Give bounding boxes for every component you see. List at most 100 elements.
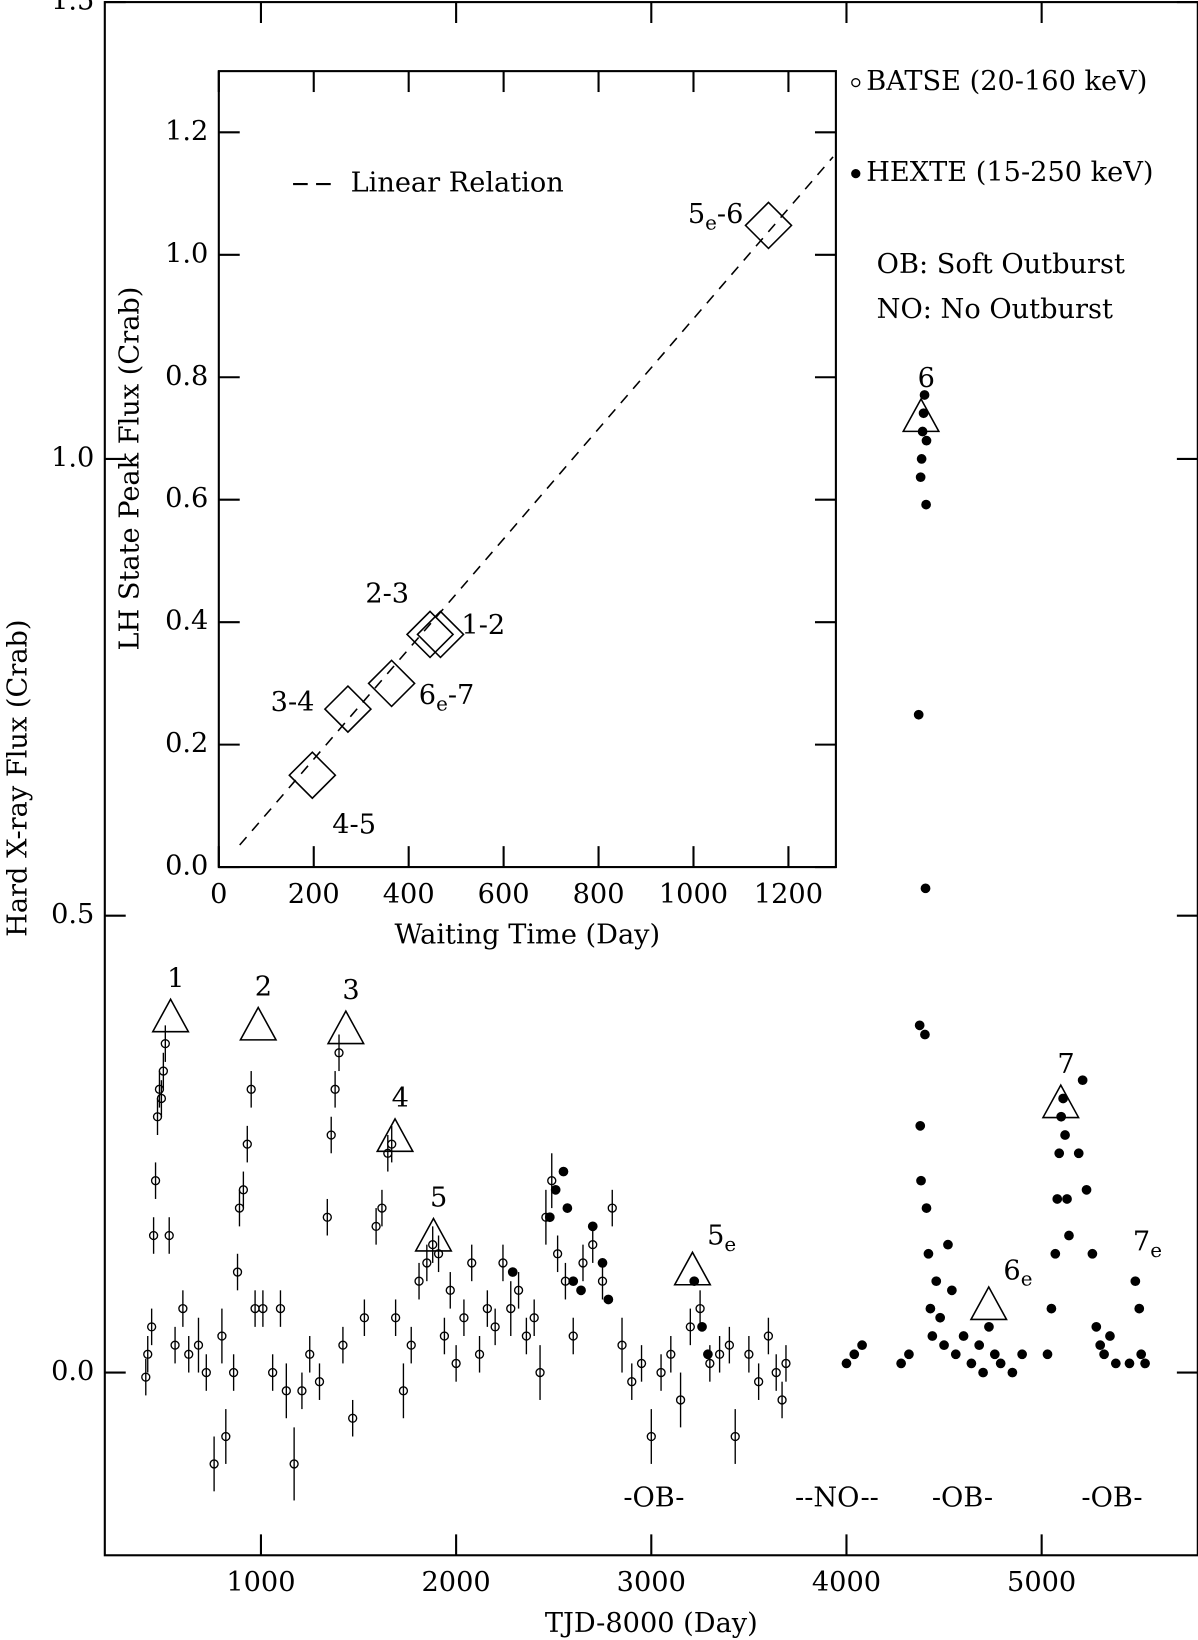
hexte-point xyxy=(1017,1349,1027,1360)
y-tick-label: 0.4 xyxy=(165,606,208,637)
hexte-point xyxy=(1042,1349,1053,1360)
hexte-point xyxy=(558,1166,569,1177)
y-axis-label: LH State Peak Flux (Crab) xyxy=(114,287,145,651)
batse-point xyxy=(445,1285,455,1295)
hexte-point xyxy=(958,1331,969,1341)
batse-point xyxy=(568,1331,578,1341)
batse-point xyxy=(305,1349,315,1359)
batse-point xyxy=(753,1377,764,1387)
batse-point xyxy=(597,1276,608,1286)
batse-point xyxy=(246,1084,256,1094)
hexte-point xyxy=(943,1239,953,1250)
hexte-point xyxy=(603,1294,614,1305)
label-after: -6 xyxy=(717,198,743,229)
hexte-point xyxy=(966,1358,977,1369)
y-tick-label: 1.0 xyxy=(165,238,208,269)
hexte-point xyxy=(921,1203,932,1213)
hexte-point xyxy=(849,1349,860,1360)
hexte-point xyxy=(916,454,927,464)
annotation: OB: Soft Outburst xyxy=(877,249,1125,280)
hexte-point xyxy=(1056,1111,1067,1122)
label-main: 4-5 xyxy=(332,809,376,840)
hexte-point xyxy=(576,1285,586,1296)
hexte-point xyxy=(857,1340,867,1351)
batse-point xyxy=(656,1367,666,1378)
label-after: -7 xyxy=(448,679,474,710)
batse-point xyxy=(617,1340,627,1350)
batse-point xyxy=(150,1176,161,1186)
batse-point xyxy=(781,1358,791,1369)
inset-point xyxy=(416,610,465,659)
point-label: 6e-7 xyxy=(419,679,475,714)
batse-point xyxy=(217,1331,227,1341)
batse-point xyxy=(771,1367,781,1378)
x-tick-label: 2000 xyxy=(422,1567,491,1598)
segment-label: -OB- xyxy=(623,1482,684,1513)
hexte-point xyxy=(1007,1367,1018,1378)
peak-marker xyxy=(151,997,190,1033)
hexte-point xyxy=(1054,1148,1065,1159)
y-tick-label: 0.5 xyxy=(51,899,94,930)
batse-point xyxy=(535,1367,545,1378)
hexte-point xyxy=(1052,1194,1063,1204)
hexte-point xyxy=(1124,1358,1135,1369)
y-tick-label: 0.2 xyxy=(165,728,208,759)
hexte-point xyxy=(1062,1194,1072,1204)
hexte-point xyxy=(1064,1230,1074,1241)
point-label: 4-5 xyxy=(332,809,376,840)
segment-label: -OB- xyxy=(1081,1482,1142,1513)
batse-point xyxy=(414,1276,424,1286)
batse-point xyxy=(636,1358,647,1369)
hexte-point xyxy=(935,1312,946,1323)
peak-marker xyxy=(375,1117,415,1153)
batse-point xyxy=(141,1372,151,1382)
batse-point xyxy=(646,1431,656,1442)
peak-marker xyxy=(326,1009,365,1045)
hexte-point xyxy=(1073,1148,1084,1159)
hexte-point xyxy=(995,1358,1006,1369)
point-label: 7 xyxy=(1057,1049,1074,1080)
batse-point xyxy=(695,1303,705,1314)
legend-label: BATSE (20-160 keV) xyxy=(866,66,1147,97)
peak-marker xyxy=(901,397,941,433)
batse-point xyxy=(268,1367,278,1378)
peak-marker xyxy=(969,1285,1008,1321)
hexte-point xyxy=(978,1367,988,1378)
batse-point xyxy=(730,1431,740,1442)
hexte-point xyxy=(916,1175,926,1186)
batse-point xyxy=(666,1349,676,1359)
hexte-point xyxy=(1081,1184,1092,1195)
label-main: 6 xyxy=(918,363,935,394)
x-axis-label: TJD-8000 (Day) xyxy=(545,1608,758,1639)
hexte-point xyxy=(923,1248,934,1259)
label-main: 5 xyxy=(430,1182,447,1213)
hexte-point xyxy=(544,1212,555,1223)
legend-label: HEXTE (15-250 keV) xyxy=(866,157,1153,188)
batse-point xyxy=(221,1431,231,1442)
batse-point xyxy=(459,1313,469,1323)
batse-point xyxy=(297,1386,307,1396)
batse-point xyxy=(281,1386,291,1396)
hexte-point xyxy=(507,1267,518,1277)
batse-point xyxy=(578,1258,588,1268)
y-axis-label: Hard X-ray Flux (Crab) xyxy=(3,619,34,936)
point-label: 7e xyxy=(1133,1226,1162,1261)
segment-label: -OB- xyxy=(932,1482,993,1513)
batse-point xyxy=(334,1048,344,1058)
inset-point xyxy=(323,684,373,734)
annotation: NO: No Outburst xyxy=(877,294,1113,325)
point-label: 6 xyxy=(918,363,935,394)
label-main: 6 xyxy=(419,679,436,710)
batse-point xyxy=(275,1303,286,1314)
batse-point xyxy=(164,1230,174,1241)
x-tick-label: 1000 xyxy=(659,879,728,910)
label-main: 5 xyxy=(707,1220,724,1251)
legend-label: Linear Relation xyxy=(351,168,564,199)
point-label: 3-4 xyxy=(271,686,315,717)
batse-point xyxy=(148,1230,159,1241)
hexte-point xyxy=(939,1340,949,1351)
hexte-point xyxy=(1110,1358,1121,1369)
batse-point xyxy=(588,1239,598,1250)
